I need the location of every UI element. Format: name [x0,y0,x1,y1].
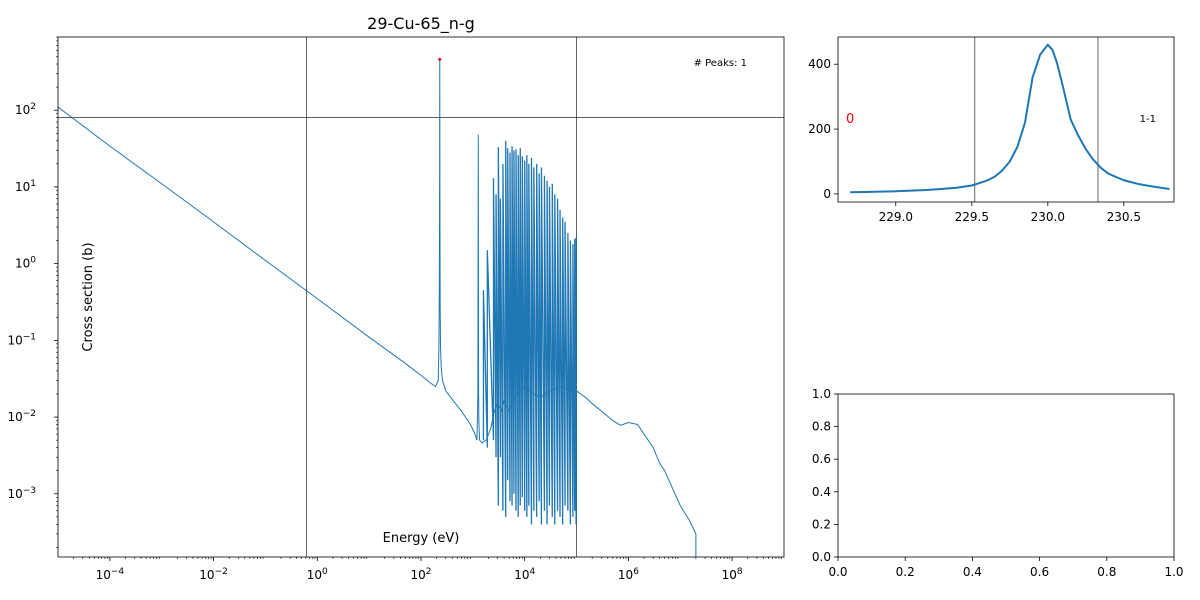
main-chart-title: 29-Cu-65_n-g [367,14,475,34]
main-y-axis-label: Cross section (b) [81,242,96,351]
zoom-left-label: 0 [846,112,854,127]
empty-y-tick-label: 0.4 [812,485,831,499]
empty-y-tick-label: 0.0 [812,550,831,564]
main-x-axis-label: Energy (eV) [383,531,460,546]
x-tick-label: 104 [514,567,535,582]
x-tick-label: 10−4 [96,567,125,582]
zoom-y-tick-label: 400 [808,57,831,71]
main-plot-frame [57,36,785,558]
empty-y-tick-label: 0.2 [812,517,831,531]
cross-section-line [58,59,697,557]
empty-plot-frame [837,393,1175,558]
resonance-peaks-line [482,140,577,525]
empty-chart: 0.0 0.2 0.4 0.6 0.8 1.0 0.0 0.2 0.4 0.6 0.8 1.0 [812,387,1184,579]
x-tick-label: 108 [722,567,743,582]
zoom-y-tick-label: 200 [808,122,831,136]
empty-x-tick-label: 1.0 [1164,565,1183,579]
empty-y-tick-label: 0.6 [812,452,831,466]
y-tick-label: 10−3 [7,486,36,501]
empty-x-tick-label: 0.8 [1097,565,1116,579]
y-tick-label: 10−1 [7,332,36,347]
main-chart: 29-Cu-65_n-g Energy (eV) Cross section (… [7,14,785,582]
zoom-x-tick-label: 230.0 [1031,210,1065,224]
empty-x-tick-label: 0.2 [896,565,915,579]
zoom-peak-line [850,43,1170,194]
x-tick-label: 102 [410,567,431,582]
zoom-x-tick-label: 230.5 [1107,210,1141,224]
y-tick-label: 10−2 [7,409,36,424]
zoom-x-tick-label: 229.0 [879,210,913,224]
y-tick-label: 100 [15,256,36,271]
empty-x-tick-label: 0.4 [963,565,982,579]
peak-marker [438,57,442,61]
empty-y-tick-label: 0.8 [812,420,831,434]
zoom-plot-frame [837,36,1175,203]
zoom-chart: 0 1-1 229.0 229.5 230.0 230.5 0 200 400 [808,36,1175,224]
x-tick-label: 106 [618,567,639,582]
empty-x-tick-label: 0.6 [1030,565,1049,579]
zoom-right-label: 1-1 [1140,114,1156,125]
x-tick-label: 10−2 [199,567,228,582]
empty-y-tick-label: 1.0 [812,387,831,401]
peak-count-annotation: # Peaks: 1 [694,58,747,69]
zoom-x-tick-label: 229.5 [955,210,989,224]
empty-x-tick-label: 0.0 [828,565,847,579]
x-tick-label: 100 [307,567,328,582]
zoom-y-tick-label: 0 [823,187,831,201]
y-tick-label: 101 [15,179,36,194]
y-tick-label: 102 [15,102,36,117]
